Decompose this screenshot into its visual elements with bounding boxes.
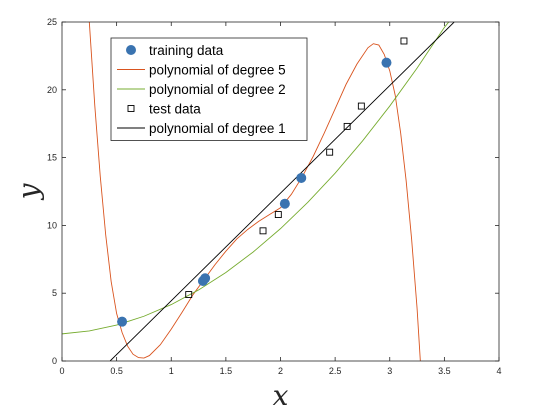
training-data-point: [200, 273, 211, 284]
test-data-point: [259, 227, 267, 235]
test-data-point: [357, 102, 365, 110]
legend-label-polynomial-of-degree-2: polynomial of degree 2: [149, 82, 286, 97]
y-tick-label: 20: [47, 85, 57, 95]
legend-label-polynomial-of-degree-5: polynomial of degree 5: [149, 63, 286, 78]
y-axis-label: y: [12, 182, 45, 201]
legend-label-polynomial-of-degree-1: polynomial of degree 1: [149, 121, 286, 136]
plot-content: [62, 22, 455, 361]
legend-swatch-training-data: [126, 45, 136, 55]
y-tick-label: 25: [47, 17, 57, 27]
x-tick-label: 0.5: [110, 366, 123, 376]
x-tick-label: 3.5: [438, 366, 451, 376]
legend-label-test-data: test data: [149, 102, 201, 117]
x-tick-label: 4: [496, 366, 501, 376]
x-tick-label: 2.5: [329, 366, 342, 376]
test-data-point: [343, 122, 351, 130]
x-tick-label: 2: [278, 366, 283, 376]
legend: training data polynomial of degree 5 polyn…: [110, 37, 308, 141]
polynomial-of-degree-5-line: [88, 22, 421, 361]
training-data-point: [279, 198, 290, 209]
legend-swatch-test-data: [127, 105, 135, 112]
training-data-point: [381, 57, 392, 68]
axes-layer: 0 0.5 1 1.5 2 2.5 3 3.5 4 0 5 10 15 20 25 x y: [12, 17, 502, 412]
y-tick-label: 0: [52, 356, 57, 366]
polynomial-of-degree-2-line: [62, 22, 450, 335]
training-data-point: [296, 172, 307, 183]
y-tick-label: 15: [47, 153, 57, 163]
test-data-point: [400, 37, 408, 45]
x-tick-label: 1.5: [220, 366, 233, 376]
test-data-point: [326, 148, 334, 156]
y-tick-label: 10: [47, 220, 57, 230]
x-tick-label: 1: [169, 366, 174, 376]
x-tick-label: 0: [59, 366, 64, 376]
y-tick-label: 5: [52, 288, 57, 298]
test-data-point: [185, 291, 193, 299]
training-data-point: [117, 316, 128, 327]
x-axis-label: x: [273, 379, 289, 412]
x-tick-label: 3: [387, 366, 392, 376]
legend-label-training-data: training data: [149, 43, 224, 58]
test-data-point: [274, 211, 282, 219]
polynomial-of-degree-1-line: [109, 22, 455, 361]
